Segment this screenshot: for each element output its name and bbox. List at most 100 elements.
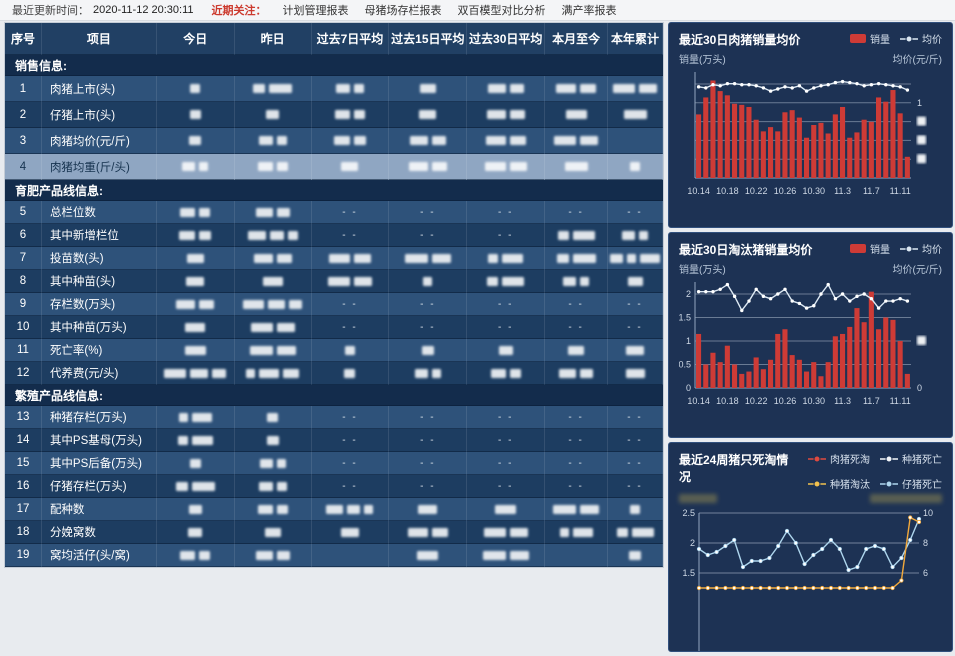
redacted-value [283, 368, 300, 378]
avg-price-line [698, 283, 908, 312]
legend-item-肉猪死淘[interactable]: 肉猪死淘 [808, 451, 870, 466]
report-link-1[interactable]: 计划管理报表 [282, 5, 349, 17]
line-legend-icon [808, 480, 826, 487]
row-number: 6 [5, 224, 42, 247]
report-link-2[interactable]: 母猪场存栏报表 [364, 5, 442, 17]
line-legend-icon [880, 455, 898, 462]
redacted-value [341, 162, 359, 171]
value-cell [311, 76, 390, 102]
redacted-value [185, 322, 206, 332]
table-row-3[interactable]: 3 肉猪均价(元/斤) [5, 128, 663, 154]
sales-bar [796, 117, 802, 178]
table-row-6[interactable]: 6 其中新增栏位 - - - - - - [5, 224, 663, 247]
table-row-10[interactable]: 10 其中种苗(万头) - - - - - - - - - - [5, 316, 663, 339]
series-point [811, 585, 816, 591]
value-cell: - - [389, 201, 468, 224]
redacted-value [431, 162, 447, 171]
no-data-dashes: - - [627, 480, 643, 492]
legend-item-均价[interactable]: 均价 [900, 31, 942, 46]
value-cell [156, 270, 235, 293]
no-data-dashes: - - [568, 321, 584, 333]
value-cell [156, 452, 235, 475]
row-label: 其中新增栏位 [41, 224, 157, 247]
no-data-dashes: - - [342, 206, 358, 218]
value-cell: - - [608, 293, 663, 316]
legend-item-均价[interactable]: 均价 [900, 241, 942, 256]
no-data-dashes: - - [420, 480, 436, 492]
table-row-4[interactable]: 4 肉猪均重(斤/头) [5, 154, 663, 180]
table-row-11[interactable]: 11 死亡率(%) [5, 339, 663, 362]
table-row-2[interactable]: 2 仔猪上市(头) [5, 102, 663, 128]
no-data-dashes: - - [568, 480, 584, 492]
sales-bar [717, 362, 723, 388]
chart-card-pig-sales: 最近30日肉猪销量均价 销量 均价 销量(万头) 均价(元/斤) 10.14 10.18 10… [668, 22, 953, 228]
value-cell [156, 521, 235, 544]
table-row-18[interactable]: 18 分娩窝数 [5, 521, 663, 544]
table-row-16[interactable]: 16 仔猪存栏(万头) - - - - - - - - - - [5, 475, 663, 498]
legend-item-种猪淘汰[interactable]: 种猪淘汰 [808, 476, 870, 491]
redacted-value [257, 162, 273, 171]
table-row-19[interactable]: 19 窝均活仔(头/窝) [5, 544, 663, 567]
sales-bar [861, 119, 867, 178]
row-label: 投苗数(头) [41, 247, 157, 270]
chart-title: 最近30日淘汰猪销量均价 [679, 243, 813, 257]
table-row-17[interactable]: 17 配种数 [5, 498, 663, 521]
sales-bar [768, 127, 774, 178]
report-link-4[interactable]: 满产率报表 [561, 5, 617, 17]
value-cell [545, 128, 609, 154]
avg-price-point [905, 299, 910, 303]
series-point [872, 543, 878, 549]
table-row-14[interactable]: 14 其中PS基母(万头) - - - - - - - - - - [5, 429, 663, 452]
table-row-15[interactable]: 15 其中PS后备(万头) - - - - - - - - - - [5, 452, 663, 475]
series-point [732, 537, 737, 543]
series-point [714, 549, 719, 555]
report-link-3[interactable]: 双百模型对比分析 [457, 5, 546, 17]
avg-price-point [862, 84, 866, 88]
legend-item-仔猪死亡[interactable]: 仔猪死亡 [880, 476, 942, 491]
value-cell [234, 224, 312, 247]
legend-item-销量[interactable]: 销量 [850, 241, 890, 256]
value-cell [389, 498, 468, 521]
col-header-7: 过去30日平均 [467, 23, 546, 55]
redacted-value [565, 110, 587, 119]
value-cell [608, 498, 663, 521]
redacted-value [631, 527, 654, 537]
avg-price-point [826, 83, 830, 87]
redacted-value [485, 136, 506, 145]
series-point [732, 585, 737, 591]
redacted-value [556, 84, 577, 93]
avg-price-point [862, 292, 866, 296]
redacted-value [364, 504, 374, 514]
table-row-7[interactable]: 7 投苗数(头) [5, 247, 663, 270]
redacted-value [276, 481, 287, 491]
redacted-value [554, 136, 577, 145]
table-row-9[interactable]: 9 存栏数(万头) - - - - - - - - - - [5, 293, 663, 316]
table-row-5[interactable]: 5 总栏位数 - - - - - - - - - - [5, 201, 663, 224]
table-row-12[interactable]: 12 代养费(元/头) [5, 362, 663, 385]
sales-bar [890, 90, 896, 178]
value-cell [545, 339, 609, 362]
svg-text:2.5: 2.5 [682, 508, 695, 518]
sales-bar [847, 137, 853, 178]
table-row-8[interactable]: 8 其中种苗(头) [5, 270, 663, 293]
redacted-value [431, 368, 441, 378]
daily-report-table: 序号 项目 今日 昨日 过去7日平均 过去15日平均 过去30日平均 本月至今 本年累计 销售信… [4, 22, 664, 568]
sales-bar [732, 103, 738, 178]
series-point [696, 546, 702, 552]
redacted-value [488, 253, 499, 263]
series-point [872, 585, 878, 591]
value-cell: - - [608, 475, 663, 498]
redacted-value [610, 253, 624, 263]
section-label: 育肥产品线信息: [5, 180, 663, 201]
redacted-value [353, 276, 372, 286]
redacted-value [622, 230, 635, 240]
table-row-13[interactable]: 13 种猪存栏(万头) - - - - - - - - - - [5, 406, 663, 429]
sales-bar [811, 125, 817, 178]
redacted-value [408, 162, 428, 171]
value-cell [311, 362, 390, 385]
value-cell [234, 475, 312, 498]
redacted-value [626, 345, 644, 355]
legend-item-种猪死亡[interactable]: 种猪死亡 [880, 451, 942, 466]
table-row-1[interactable]: 1 肉猪上市(头) [5, 76, 663, 102]
legend-item-销量[interactable]: 销量 [850, 31, 890, 46]
